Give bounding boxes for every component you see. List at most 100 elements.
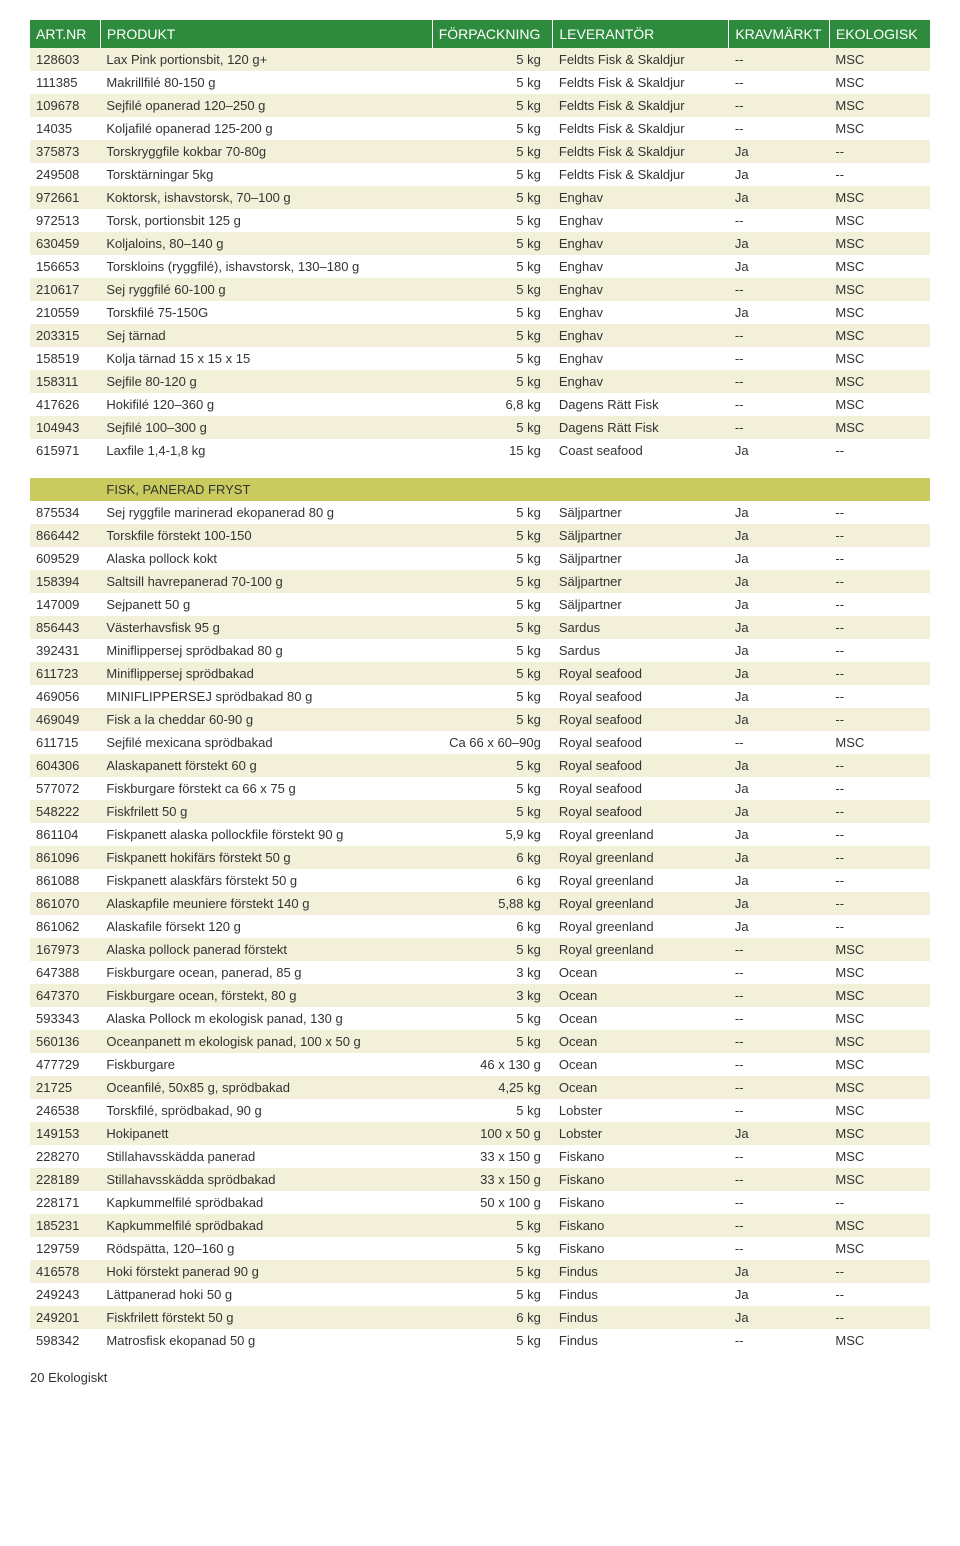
- cell-krav: Ja: [729, 1122, 830, 1145]
- cell-prod: Torskryggfile kokbar 70-80g: [100, 140, 432, 163]
- cell-eko: --: [829, 846, 930, 869]
- table-row: 469049Fisk a la cheddar 60-90 g5 kgRoyal…: [30, 708, 930, 731]
- cell-eko: MSC: [829, 1168, 930, 1191]
- cell-prod: Miniflippersej sprödbakad: [100, 662, 432, 685]
- cell-prod: Sejfilé opanerad 120–250 g: [100, 94, 432, 117]
- cell-prod: Fisk a la cheddar 60-90 g: [100, 708, 432, 731]
- cell-prod: Miniflippersej sprödbakad 80 g: [100, 639, 432, 662]
- cell-eko: --: [829, 1260, 930, 1283]
- cell-lev: Feldts Fisk & Skaldjur: [553, 117, 729, 140]
- cell-prod: Kolja tärnad 15 x 15 x 15: [100, 347, 432, 370]
- cell-prod: Lax Pink portionsbit, 120 g+: [100, 48, 432, 71]
- cell-art: 246538: [30, 1099, 100, 1122]
- cell-lev: Fiskano: [553, 1214, 729, 1237]
- cell-eko: MSC: [829, 324, 930, 347]
- cell-pack: 5 kg: [432, 616, 553, 639]
- cell-krav: --: [729, 1076, 830, 1099]
- cell-prod: Stillahavsskädda panerad: [100, 1145, 432, 1168]
- cell-art: 972513: [30, 209, 100, 232]
- cell-eko: --: [829, 708, 930, 731]
- cell-pack: 3 kg: [432, 961, 553, 984]
- cell-lev: Sardus: [553, 639, 729, 662]
- cell-prod: Fiskburgare: [100, 1053, 432, 1076]
- table-row: 249508Torsktärningar 5kg5 kgFeldts Fisk …: [30, 163, 930, 186]
- table-row: 598342Matrosfisk ekopanad 50 g5 kgFindus…: [30, 1329, 930, 1352]
- cell-pack: 50 x 100 g: [432, 1191, 553, 1214]
- cell-krav: --: [729, 1099, 830, 1122]
- table-row: 111385Makrillfilé 80-150 g5 kgFeldts Fis…: [30, 71, 930, 94]
- cell-prod: MINIFLIPPERSEJ sprödbakad 80 g: [100, 685, 432, 708]
- cell-pack: 6 kg: [432, 915, 553, 938]
- cell-eko: --: [829, 869, 930, 892]
- cell-lev: Findus: [553, 1306, 729, 1329]
- cell-prod: Fiskburgare ocean, panerad, 85 g: [100, 961, 432, 984]
- cell-art: 861104: [30, 823, 100, 846]
- cell-pack: 6 kg: [432, 869, 553, 892]
- cell-art: 21725: [30, 1076, 100, 1099]
- cell-krav: --: [729, 324, 830, 347]
- cell-prod: Rödspätta, 120–160 g: [100, 1237, 432, 1260]
- cell-art: 375873: [30, 140, 100, 163]
- cell-art: 469049: [30, 708, 100, 731]
- cell-eko: MSC: [829, 1099, 930, 1122]
- cell-krav: Ja: [729, 163, 830, 186]
- cell-eko: --: [829, 163, 930, 186]
- cell-lev: Enghav: [553, 255, 729, 278]
- cell-eko: --: [829, 570, 930, 593]
- cell-eko: MSC: [829, 1329, 930, 1352]
- cell-eko: --: [829, 754, 930, 777]
- cell-prod: Alaska Pollock m ekologisk panad, 130 g: [100, 1007, 432, 1030]
- cell-lev: Royal greenland: [553, 938, 729, 961]
- header-art: ART.NR: [30, 20, 100, 48]
- cell-eko: MSC: [829, 731, 930, 754]
- cell-krav: Ja: [729, 777, 830, 800]
- cell-lev: Royal seafood: [553, 708, 729, 731]
- cell-pack: 5 kg: [432, 48, 553, 71]
- cell-prod: Koktorsk, ishavstorsk, 70–100 g: [100, 186, 432, 209]
- cell-art: 228171: [30, 1191, 100, 1214]
- table-row: 477729Fiskburgare46 x 130 gOcean--MSC: [30, 1053, 930, 1076]
- cell-krav: --: [729, 117, 830, 140]
- cell-art: 609529: [30, 547, 100, 570]
- cell-krav: --: [729, 278, 830, 301]
- cell-pack: 5 kg: [432, 1237, 553, 1260]
- cell-lev: Enghav: [553, 209, 729, 232]
- cell-lev: Ocean: [553, 961, 729, 984]
- cell-art: 647388: [30, 961, 100, 984]
- cell-pack: 5 kg: [432, 593, 553, 616]
- cell-eko: --: [829, 639, 930, 662]
- cell-art: 856443: [30, 616, 100, 639]
- cell-lev: Dagens Rätt Fisk: [553, 416, 729, 439]
- table-row: 14035Koljafilé opanerad 125-200 g5 kgFel…: [30, 117, 930, 140]
- cell-krav: Ja: [729, 232, 830, 255]
- cell-prod: Hokipanett: [100, 1122, 432, 1145]
- header-prod: PRODUKT: [100, 20, 432, 48]
- cell-pack: 5 kg: [432, 1007, 553, 1030]
- cell-krav: --: [729, 71, 830, 94]
- cell-art: 185231: [30, 1214, 100, 1237]
- cell-pack: 5 kg: [432, 639, 553, 662]
- cell-art: 630459: [30, 232, 100, 255]
- table-row: 158394Saltsill havrepanerad 70-100 g5 kg…: [30, 570, 930, 593]
- table-row: 866442Torskfile förstekt 100-1505 kgSälj…: [30, 524, 930, 547]
- cell-lev: Royal greenland: [553, 823, 729, 846]
- cell-lev: Royal seafood: [553, 754, 729, 777]
- table-row: 861104Fiskpanett alaska pollockfile förs…: [30, 823, 930, 846]
- table-row: 158519Kolja tärnad 15 x 15 x 155 kgEngha…: [30, 347, 930, 370]
- cell-krav: Ja: [729, 639, 830, 662]
- cell-krav: --: [729, 1168, 830, 1191]
- cell-krav: --: [729, 938, 830, 961]
- cell-prod: Sej tärnad: [100, 324, 432, 347]
- cell-eko: MSC: [829, 48, 930, 71]
- cell-lev: Enghav: [553, 370, 729, 393]
- cell-eko: MSC: [829, 393, 930, 416]
- table-row: 560136Oceanpanett m ekologisk panad, 100…: [30, 1030, 930, 1053]
- cell-prod: Fiskburgare ocean, förstekt, 80 g: [100, 984, 432, 1007]
- header-pack: FÖRPACKNING: [432, 20, 553, 48]
- table-row: 416578Hoki förstekt panerad 90 g5 kgFind…: [30, 1260, 930, 1283]
- cell-pack: 5 kg: [432, 777, 553, 800]
- cell-krav: Ja: [729, 662, 830, 685]
- cell-pack: 5 kg: [432, 547, 553, 570]
- table-row: 156653Torskloins (ryggfilé), ishavstorsk…: [30, 255, 930, 278]
- cell-prod: Alaskapanett förstekt 60 g: [100, 754, 432, 777]
